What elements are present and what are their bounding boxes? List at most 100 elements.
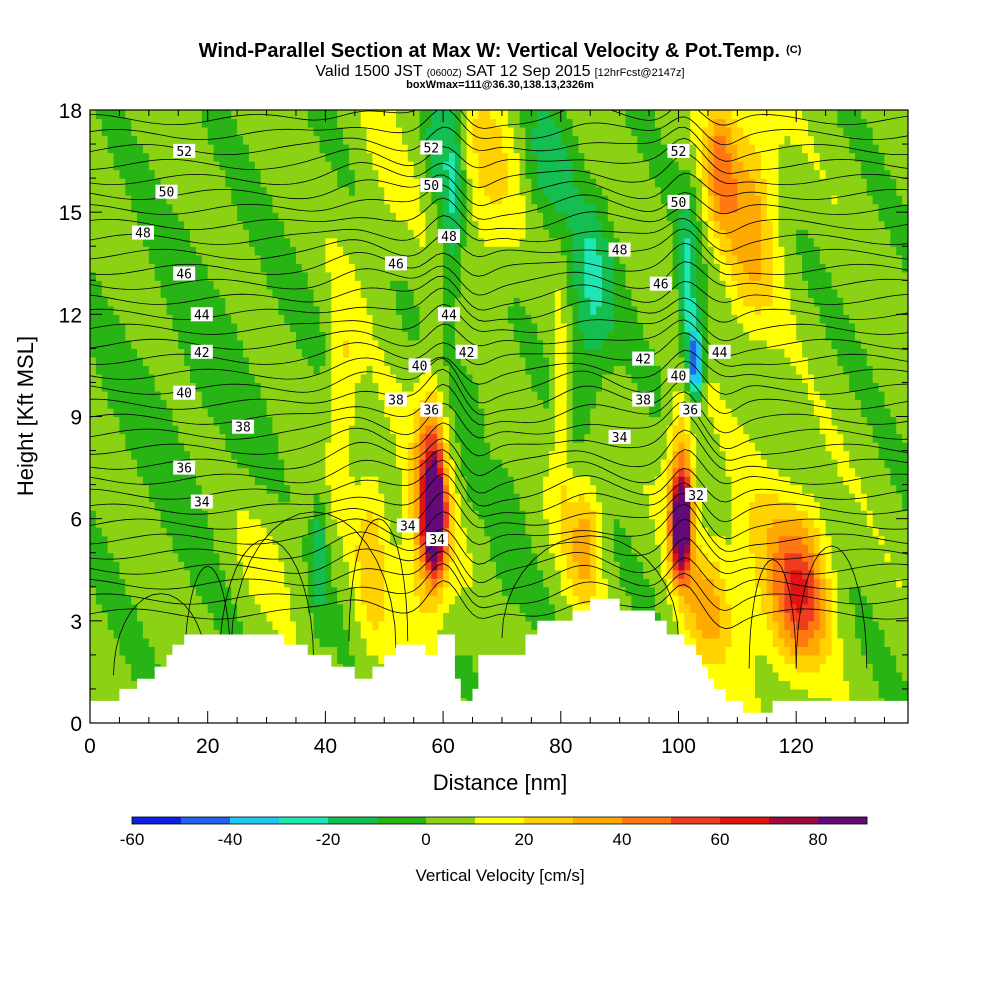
w-cell [425,237,444,247]
w-cell [678,297,685,307]
w-cell [331,280,362,290]
w-cell [649,339,680,349]
w-cell [207,518,238,528]
w-cell [260,518,309,528]
w-cell [837,578,897,588]
w-cell [325,442,350,452]
w-cell [743,263,762,273]
w-cell [419,195,432,205]
w-cell [707,356,791,367]
w-cell [825,595,833,605]
w-cell [125,433,179,443]
w-cell [90,220,138,230]
w-cell [272,535,303,545]
w-cell [213,527,238,537]
w-cell [696,212,703,222]
w-cell [596,212,609,222]
w-cell [366,612,385,622]
w-cell [672,450,680,460]
w-cell [754,671,780,682]
w-cell [113,305,168,315]
w-cell [678,578,691,588]
isentrope-label-box [685,487,708,502]
w-cell [437,467,444,477]
colorbar-swatch [279,817,329,824]
w-cell [460,680,485,690]
w-cell [554,416,568,426]
w-cell [448,399,479,409]
w-cell [90,476,144,486]
w-cell [566,212,597,222]
w-cell [866,518,874,528]
w-cell [607,595,633,605]
w-cell [543,510,562,520]
w-cell [437,416,444,426]
w-cell [472,178,479,188]
w-cell [454,535,468,545]
isentrope-label-box [667,143,690,158]
w-cell [437,373,450,384]
w-cell [584,161,650,171]
w-cell [443,246,450,256]
w-cell [831,629,838,639]
w-cell [131,195,168,205]
w-cell [201,595,232,605]
isentrope-label-box [190,344,213,359]
isentrope-labels: 5250484644424038363452504846444240383634… [132,140,731,548]
w-cell [713,220,721,230]
w-cell [266,399,332,409]
w-cell [537,178,574,188]
w-cell [90,263,156,273]
isentrope-label: 32 [688,489,704,504]
w-cell [419,127,427,137]
w-cell [672,467,680,477]
w-cell [537,169,574,179]
w-cell [819,161,862,171]
w-cell [572,399,597,409]
w-cell [713,127,733,137]
w-cell [413,484,421,494]
w-cell [178,339,244,349]
w-cell [778,620,786,630]
w-cell [90,518,97,528]
w-cell [419,510,427,520]
w-cell [237,510,250,520]
w-cell [413,578,427,588]
w-cell [872,127,908,137]
w-cell [802,263,827,273]
w-cell [454,118,462,128]
w-cell [690,339,697,349]
w-cell [384,493,403,503]
w-cell [519,110,538,120]
w-cell [649,578,668,588]
w-cell [772,629,780,639]
w-cell [284,459,326,469]
w-cell [419,442,427,452]
w-cell [678,629,691,639]
w-cell [443,271,462,281]
w-cell [443,203,450,213]
w-cell [325,552,332,562]
w-cell [237,527,268,537]
w-cell [696,246,703,256]
w-cell [855,152,886,162]
w-cell [678,561,685,571]
w-cell [572,161,585,171]
w-cell [672,399,685,409]
w-cell [660,390,674,401]
w-cell [325,237,338,247]
w-cell [743,297,774,307]
w-cell [454,322,515,332]
w-cell [572,467,662,477]
w-cell [478,161,509,171]
w-cell [690,280,697,290]
w-cell [519,161,527,171]
w-cell [796,246,821,256]
w-cell [119,561,185,571]
w-cell [372,373,397,384]
isentrope-line [501,535,679,638]
w-cell [837,425,874,435]
w-cell [572,305,580,315]
w-cell [178,212,238,222]
w-cell [454,654,474,664]
